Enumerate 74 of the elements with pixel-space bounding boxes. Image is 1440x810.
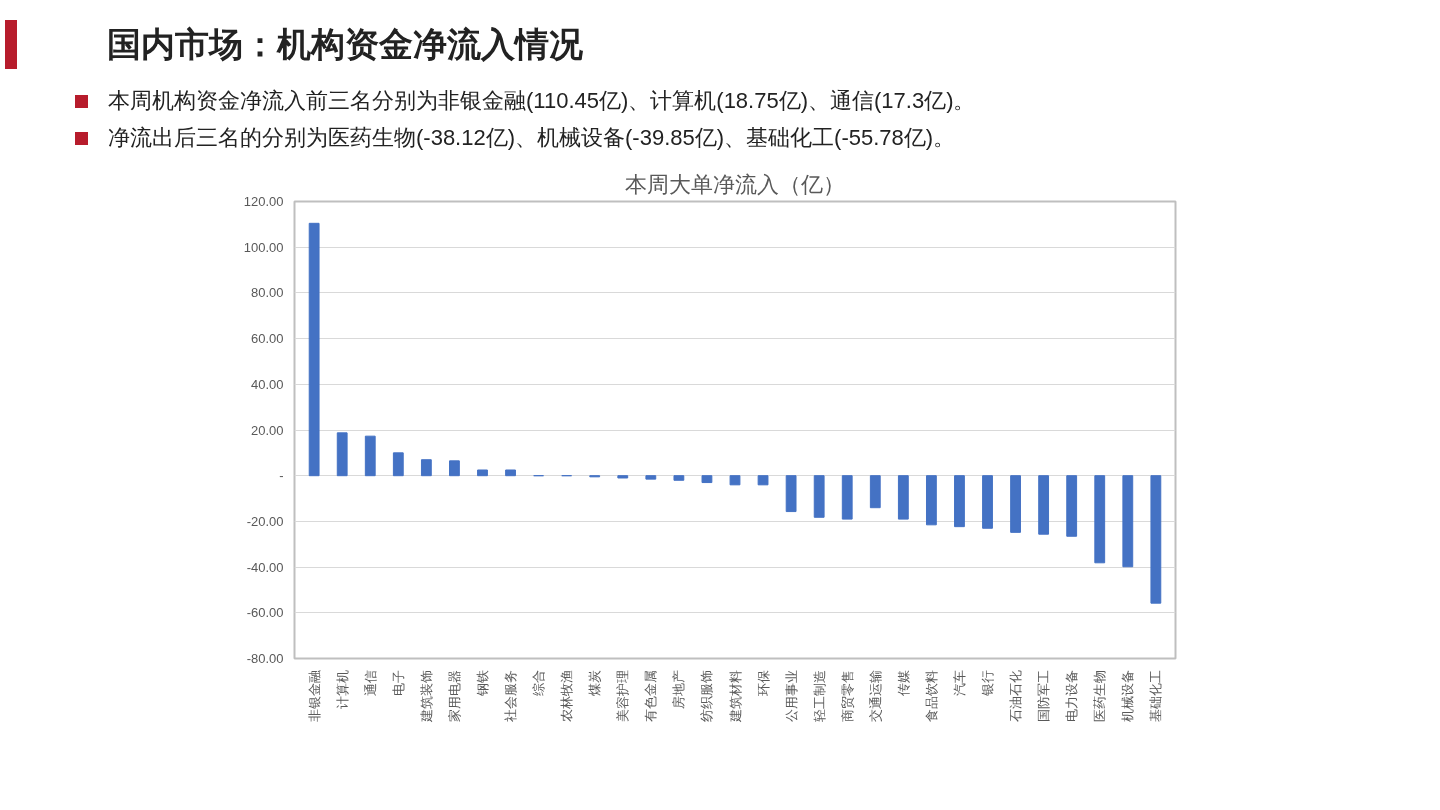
x-tick-label: 医药生物 xyxy=(1092,669,1108,722)
x-tick-label: 通信 xyxy=(362,669,378,696)
bar xyxy=(449,460,460,477)
y-tick-label: -40.00 xyxy=(246,560,284,576)
bar xyxy=(336,432,348,477)
bar xyxy=(1010,475,1021,534)
x-tick-label: 银行 xyxy=(980,669,996,697)
x-tick-label: 房地产 xyxy=(671,669,687,709)
x-tick-label: 石油石化 xyxy=(1008,669,1024,722)
x-tick-label: 非银金融 xyxy=(306,669,322,722)
bar xyxy=(420,459,432,477)
bar xyxy=(757,475,769,486)
x-tick-label: 建筑装饰 xyxy=(418,669,434,723)
x-tick-label: 农林牧渔 xyxy=(559,669,575,722)
y-tick-label: - xyxy=(279,468,284,484)
x-tick-label: 国防军工 xyxy=(1036,669,1052,722)
chart-subtitle: 本周大单净流入（亿） xyxy=(625,171,845,197)
x-tick-label: 机械设备 xyxy=(1120,669,1136,722)
y-tick-label: 60.00 xyxy=(250,331,284,347)
x-tick-label: 电力设备 xyxy=(1064,669,1080,722)
y-tick-label: 40.00 xyxy=(250,377,284,393)
y-tick-label: -60.00 xyxy=(246,605,284,621)
x-tick-label: 家用电器 xyxy=(446,669,462,722)
y-tick-label: 80.00 xyxy=(250,285,284,301)
bar xyxy=(308,223,320,477)
x-tick-label: 社会服务 xyxy=(503,669,519,722)
x-tick-label: 钢铁 xyxy=(474,669,490,697)
bar xyxy=(645,475,657,481)
bar xyxy=(729,475,741,486)
y-tick-label: -80.00 xyxy=(246,651,284,667)
bar xyxy=(477,469,488,477)
bar xyxy=(785,475,797,513)
x-tick-label: 公用事业 xyxy=(783,669,799,722)
x-tick-label: 美容护理 xyxy=(615,669,631,722)
text: 净流出后三名的分别为医药生物(-38.12亿)、机械设备(-39.85亿)、基础化工(-55.78亿)。 xyxy=(107,124,957,152)
x-tick-label: 轻工制造 xyxy=(811,669,827,722)
bar xyxy=(392,452,404,477)
bar xyxy=(701,475,713,484)
bar xyxy=(954,475,965,528)
bar xyxy=(617,475,629,479)
y-tick-label: 20.00 xyxy=(250,422,284,438)
x-tick-label: 建筑材料 xyxy=(727,669,743,723)
bar xyxy=(1038,475,1050,536)
x-tick-label: 基础化工 xyxy=(1148,669,1164,722)
bar xyxy=(1122,475,1134,568)
x-tick-label: 交通运输 xyxy=(867,669,883,722)
x-tick-label: 综合 xyxy=(531,669,547,696)
x-tick-label: 传媒 xyxy=(895,669,911,696)
bar xyxy=(673,475,685,482)
y-tick-label: 100.00 xyxy=(243,240,284,256)
x-tick-label: 计算机 xyxy=(334,669,350,709)
x-tick-label: 汽车 xyxy=(951,669,967,696)
bar xyxy=(505,469,516,477)
chart-title: 国内市场：机构资金净流入情况 xyxy=(107,24,583,65)
bar xyxy=(1066,475,1078,538)
text: 本周机构资金净流入前三名分别为非银金融(110.45亿)、计算机(18.75亿)、通信(17.3亿)。 xyxy=(107,86,976,115)
bar xyxy=(364,436,376,477)
x-tick-label: 环保 xyxy=(755,669,771,696)
bar xyxy=(1094,475,1106,564)
y-tick-label: -20.00 xyxy=(246,514,284,530)
bar xyxy=(869,475,881,509)
x-tick-label: 煤炭 xyxy=(587,669,603,696)
bar xyxy=(897,475,909,521)
bar xyxy=(1150,475,1162,605)
x-tick-label: 纺织服饰 xyxy=(699,669,715,722)
bar xyxy=(813,475,825,519)
bar xyxy=(982,475,993,530)
x-tick-label: 电子 xyxy=(390,669,406,696)
x-tick-label: 有色金属 xyxy=(643,669,659,722)
x-tick-label: 食品饮料 xyxy=(923,669,939,722)
bar xyxy=(841,475,853,521)
y-tick-label: 120.00 xyxy=(243,194,284,210)
x-tick-label: 商贸零售 xyxy=(839,669,855,722)
bar xyxy=(925,475,937,526)
